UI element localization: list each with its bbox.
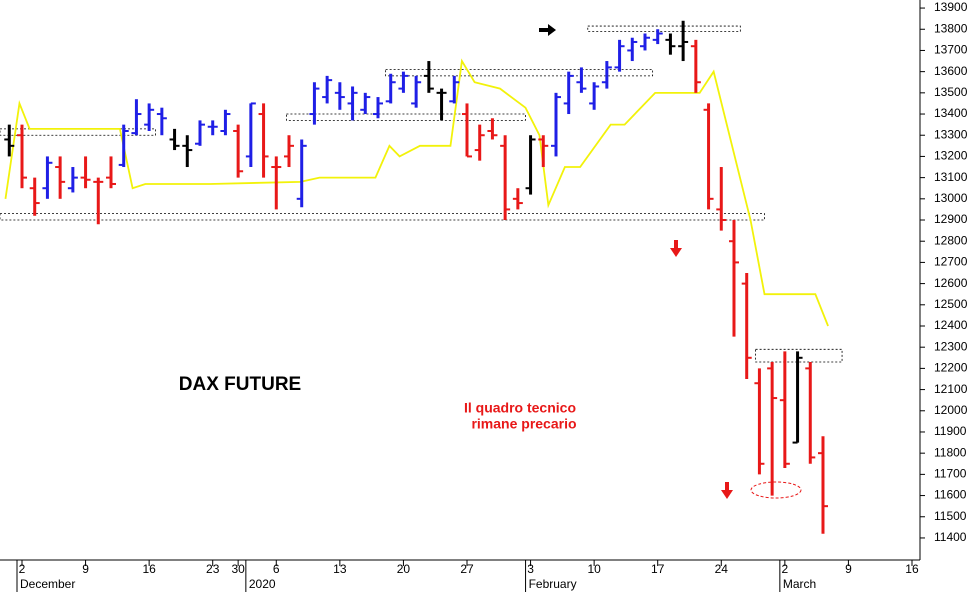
y-tick-label: 13600: [934, 64, 968, 78]
y-tick-label: 13800: [934, 21, 968, 35]
y-tick-label: 13000: [934, 191, 968, 205]
x-tick-label: 30: [231, 562, 245, 576]
price-zone: [0, 213, 765, 221]
y-tick-label: 11900: [934, 424, 967, 438]
x-tick-label: 16: [905, 562, 919, 576]
x-tick-label: 2: [19, 562, 26, 576]
annotation: rimane precario: [471, 416, 576, 432]
x-tick-label: 10: [587, 562, 601, 576]
month-label: December: [20, 577, 75, 591]
y-tick-label: 12900: [934, 212, 968, 226]
y-tick-label: 12400: [934, 318, 968, 332]
month-label: March: [783, 577, 816, 591]
y-tick-label: 11500: [934, 509, 967, 523]
y-tick-label: 12500: [934, 297, 968, 311]
x-tick-label: 9: [845, 562, 852, 576]
x-tick-label: 13: [333, 562, 347, 576]
y-tick-label: 13500: [934, 85, 968, 99]
y-tick-label: 13300: [934, 127, 968, 141]
x-tick-label: 23: [206, 562, 220, 576]
y-tick-label: 12800: [934, 233, 968, 247]
arrow-right: [539, 24, 556, 36]
x-tick-label: 17: [651, 562, 665, 576]
y-tick-label: 12000: [934, 403, 968, 417]
y-tick-label: 13400: [934, 106, 968, 120]
y-tick-label: 11700: [934, 467, 967, 481]
y-tick-label: 13100: [934, 170, 968, 184]
y-tick-label: 12100: [934, 382, 968, 396]
y-tick-label: 11600: [934, 488, 967, 502]
y-tick-label: 12200: [934, 361, 968, 375]
price-zone: [385, 69, 654, 77]
highlight-ellipse: [750, 481, 802, 499]
arrow-down: [721, 482, 733, 499]
month-label: 2020: [249, 577, 276, 591]
y-tick-label: 13200: [934, 149, 968, 163]
x-tick-label: 16: [142, 562, 156, 576]
month-label: February: [529, 577, 577, 591]
chart-title: DAX FUTURE: [179, 374, 301, 395]
annotation: Il quadro tecnico: [464, 400, 576, 416]
x-tick-label: 6: [273, 562, 280, 576]
y-tick-label: 13900: [934, 0, 968, 14]
x-tick-label: 9: [82, 562, 89, 576]
arrow-down: [670, 240, 682, 257]
y-tick-label: 12600: [934, 276, 968, 290]
x-tick-label: 20: [397, 562, 411, 576]
price-zone: [755, 348, 843, 363]
x-tick-label: 3: [527, 562, 534, 576]
y-tick-label: 12700: [934, 255, 968, 269]
x-tick-label: 27: [460, 562, 474, 576]
y-tick-label: 12300: [934, 339, 968, 353]
overlay-line: [4, 58, 829, 327]
y-tick-label: 11400: [934, 530, 967, 544]
price-zone: [587, 25, 741, 32]
y-tick-label: 11800: [934, 445, 967, 459]
x-tick-label: 2: [782, 562, 789, 576]
y-tick-label: 13700: [934, 43, 968, 57]
x-tick-label: 24: [715, 562, 729, 576]
price-zone: [286, 113, 526, 121]
